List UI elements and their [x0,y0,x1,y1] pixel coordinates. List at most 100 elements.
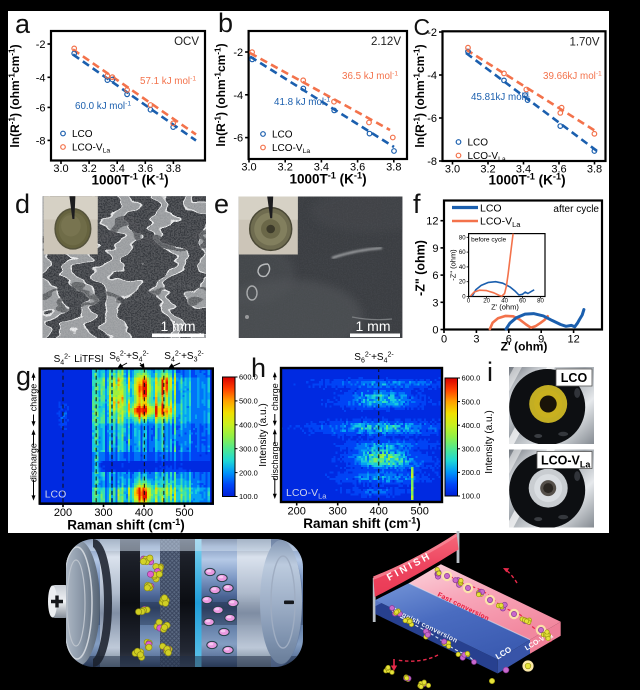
svg-text:2.12V: 2.12V [371,36,401,48]
svg-text:20: 20 [483,299,490,305]
svg-text:1.70V: 1.70V [569,36,599,48]
svg-text:f: f [413,189,421,219]
svg-text:1000T-1 (K-1): 1000T-1 (K-1) [91,171,168,187]
svg-text:500.0: 500.0 [462,397,481,406]
svg-text:3.8: 3.8 [386,162,401,174]
svg-text:100.0: 100.0 [239,492,258,501]
svg-text:C: C [414,14,431,40]
svg-text:a: a [15,9,31,39]
svg-text:after cycle: after cycle [553,204,599,215]
svg-text:3.4: 3.4 [516,164,531,176]
svg-text:3.4: 3.4 [314,162,329,174]
svg-text:h: h [251,353,266,383]
svg-text:60: 60 [459,250,466,256]
svg-text:3.2: 3.2 [480,164,495,176]
svg-text:3.6: 3.6 [551,164,566,176]
svg-text:LCO: LCO [272,130,293,141]
svg-text:ln(R-1) (ohm-1cm-1): ln(R-1) (ohm-1cm-1) [412,44,427,147]
svg-text:40: 40 [501,299,508,305]
svg-text:80: 80 [459,235,466,241]
svg-text:600.0: 600.0 [239,373,258,382]
svg-text:3.0: 3.0 [53,163,68,175]
svg-text:36.5 kJ mol-1: 36.5 kJ mol-1 [342,70,398,82]
svg-text:-4: -4 [233,90,243,102]
svg-text:200: 200 [288,506,306,518]
svg-text:-Z" (ohm): -Z" (ohm) [414,240,428,296]
svg-text:40: 40 [459,265,466,271]
svg-text:60.0 kJ mol-1: 60.0 kJ mol-1 [75,100,131,112]
svg-text:39.66kJ mol-1: 39.66kJ mol-1 [543,70,602,82]
svg-text:300.0: 300.0 [462,445,481,454]
svg-text:6: 6 [432,270,438,282]
svg-text:LCO: LCO [480,203,502,215]
svg-text:discharge: discharge [270,441,280,480]
svg-text:Z' (ohm): Z' (ohm) [491,303,519,312]
svg-text:1000T-1 (K-1): 1000T-1 (K-1) [289,170,366,186]
svg-text:Intensity (a.u.): Intensity (a.u.) [258,403,269,466]
svg-text:LCO-VLa: LCO-VLa [286,487,327,501]
svg-text:LCO-VLa: LCO-VLa [468,151,506,163]
svg-text:charge: charge [29,384,39,412]
svg-text:Z' (ohm): Z' (ohm) [501,340,548,354]
svg-text:9: 9 [538,334,544,346]
svg-text:ln(R-1) (ohm-1cm-1): ln(R-1) (ohm-1cm-1) [213,43,228,146]
svg-text:9: 9 [432,243,438,255]
svg-text:d: d [15,189,30,219]
svg-text:80: 80 [537,299,544,305]
svg-text:0: 0 [432,325,438,337]
svg-text:LCO: LCO [468,138,489,149]
svg-text:-8: -8 [427,156,437,168]
svg-text:1 mm: 1 mm [356,318,391,334]
svg-text:-6: -6 [36,102,46,114]
svg-text:300: 300 [329,506,347,518]
svg-text:400.0: 400.0 [239,421,258,430]
svg-text:1 mm: 1 mm [161,318,196,334]
svg-text:-2: -2 [233,47,243,59]
svg-text:200.0: 200.0 [239,468,258,477]
svg-text:600.0: 600.0 [462,374,481,383]
svg-text:-4: -4 [427,70,437,82]
svg-text:0: 0 [441,334,447,346]
svg-text:41.8 kJ mol-1: 41.8 kJ mol-1 [274,96,330,108]
svg-text:b: b [218,8,233,38]
svg-text:500: 500 [411,506,429,518]
svg-text:ln(R-1) (ohm-1cm-1): ln(R-1) (ohm-1cm-1) [7,44,22,147]
svg-text:g: g [16,361,31,391]
svg-text:12: 12 [567,334,579,346]
svg-text:LCO-VLa: LCO-VLa [541,454,591,470]
svg-text:20: 20 [459,280,466,286]
svg-text:e: e [214,189,229,219]
svg-text:before cycle: before cycle [471,237,506,244]
svg-text:OCV: OCV [174,36,199,48]
svg-text:LCO: LCO [72,129,93,140]
svg-text:3.2: 3.2 [278,162,293,174]
svg-text:LCO-VLa: LCO-VLa [480,216,521,230]
svg-text:LCO: LCO [45,489,67,501]
svg-text:discharge: discharge [29,443,39,482]
svg-text:-6: -6 [427,113,437,125]
svg-text:3.6: 3.6 [138,163,153,175]
svg-text:200.0: 200.0 [462,468,481,477]
svg-text:LCO-VLa: LCO-VLa [272,143,310,155]
svg-text:charge: charge [270,383,280,411]
svg-text:3.2: 3.2 [81,163,96,175]
svg-text:60: 60 [519,299,526,305]
svg-text:3.8: 3.8 [587,164,602,176]
svg-text:LCO-VLa: LCO-VLa [72,143,110,155]
svg-text:LCO: LCO [561,371,588,385]
svg-text:3.6: 3.6 [350,162,365,174]
svg-text:400: 400 [370,506,388,518]
svg-text:100.0: 100.0 [462,492,481,501]
svg-text:400.0: 400.0 [462,421,481,430]
svg-text:45.81kJ mol-1: 45.81kJ mol-1 [471,91,530,103]
svg-text:500.0: 500.0 [239,397,258,406]
svg-text:Raman shift (cm-1): Raman shift (cm-1) [67,517,185,533]
svg-text:300: 300 [94,507,112,519]
svg-text:-2: -2 [427,27,437,39]
svg-text:3: 3 [473,334,479,346]
svg-text:3.8: 3.8 [166,163,181,175]
svg-text:500: 500 [175,507,193,519]
svg-text:57.1 kJ mol-1: 57.1 kJ mol-1 [140,75,196,87]
svg-text:-2: -2 [36,39,46,51]
svg-text:3.4: 3.4 [110,163,125,175]
